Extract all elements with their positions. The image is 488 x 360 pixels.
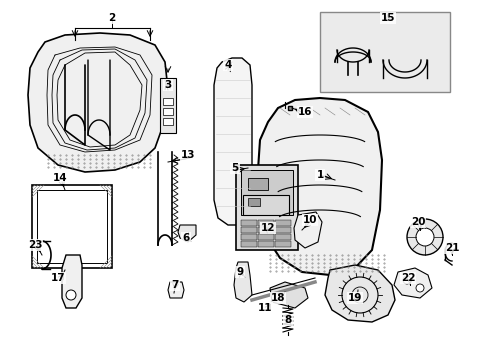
Polygon shape	[258, 98, 381, 275]
Text: 5: 5	[231, 163, 238, 173]
Text: 14: 14	[53, 173, 67, 183]
Bar	[163, 98, 173, 105]
Bar	[274, 220, 290, 226]
Bar	[236, 165, 297, 250]
Text: 21: 21	[444, 243, 458, 253]
Text: 11: 11	[257, 303, 272, 313]
Text: 19: 19	[347, 293, 362, 303]
Bar	[163, 108, 173, 115]
Bar	[241, 241, 257, 247]
Bar	[163, 118, 173, 125]
Text: 13: 13	[181, 150, 195, 160]
Circle shape	[66, 290, 76, 300]
Bar	[247, 178, 267, 190]
Bar	[274, 227, 290, 233]
Bar	[319, 12, 449, 92]
Text: 1: 1	[316, 170, 323, 180]
Bar	[274, 234, 290, 240]
Bar	[241, 170, 292, 215]
Text: 18: 18	[270, 293, 285, 303]
Bar	[258, 234, 273, 240]
Polygon shape	[168, 282, 183, 298]
Bar	[241, 220, 257, 226]
Text: 16: 16	[297, 107, 312, 117]
Bar	[274, 241, 290, 247]
Polygon shape	[269, 282, 307, 308]
Text: 15: 15	[380, 13, 394, 23]
Text: 9: 9	[236, 267, 243, 277]
Text: 20: 20	[410, 217, 425, 227]
Text: 10: 10	[302, 215, 317, 225]
Bar	[37, 190, 107, 263]
Polygon shape	[160, 78, 176, 133]
Text: 4: 4	[224, 60, 231, 70]
Bar	[32, 185, 112, 268]
Bar	[258, 220, 273, 226]
Text: 2: 2	[108, 13, 115, 23]
Bar	[241, 234, 257, 240]
Bar	[258, 241, 273, 247]
Circle shape	[406, 219, 442, 255]
Polygon shape	[293, 212, 321, 248]
Polygon shape	[325, 265, 394, 322]
Text: 22: 22	[400, 273, 414, 283]
Circle shape	[415, 228, 433, 246]
Bar	[243, 195, 288, 215]
Polygon shape	[234, 262, 251, 302]
Text: 3: 3	[164, 80, 171, 90]
Circle shape	[415, 284, 423, 292]
Polygon shape	[62, 255, 82, 308]
Polygon shape	[393, 268, 431, 298]
Polygon shape	[178, 225, 196, 242]
Polygon shape	[214, 58, 251, 225]
Polygon shape	[28, 33, 168, 172]
Text: 12: 12	[260, 223, 275, 233]
Text: 6: 6	[182, 233, 189, 243]
Text: 23: 23	[28, 240, 42, 250]
Circle shape	[402, 276, 410, 284]
Text: 7: 7	[171, 280, 178, 290]
Bar	[258, 227, 273, 233]
Bar	[241, 227, 257, 233]
Text: 8: 8	[284, 315, 291, 325]
Text: 17: 17	[51, 273, 65, 283]
Bar	[247, 198, 260, 206]
